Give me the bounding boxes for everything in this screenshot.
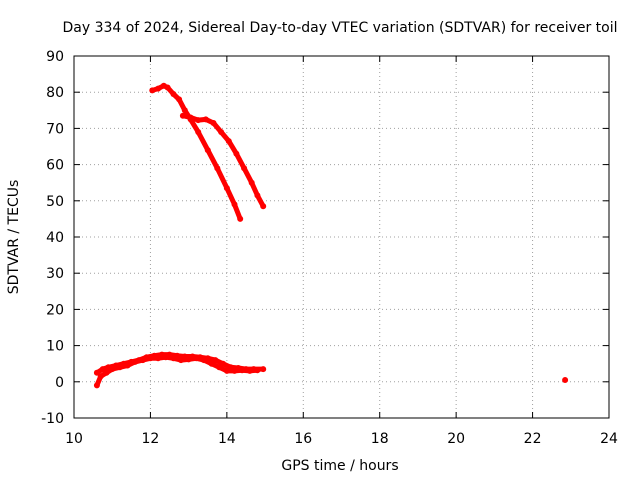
data-point — [214, 165, 221, 172]
data-point — [164, 84, 171, 91]
data-point — [223, 185, 230, 192]
data-point — [93, 369, 100, 376]
data-point — [239, 367, 246, 374]
x-tick-label: 14 — [218, 431, 236, 447]
data-point — [200, 357, 207, 364]
data-point — [195, 129, 202, 135]
y-tick-label: 0 — [55, 375, 64, 391]
data-point — [132, 358, 139, 365]
data-point — [248, 179, 255, 186]
data-point — [193, 355, 200, 362]
x-tick-label: 10 — [65, 431, 83, 447]
data-point — [103, 369, 110, 376]
data-point — [124, 362, 131, 369]
data-point — [231, 367, 238, 374]
y-tick-label: 60 — [46, 158, 64, 174]
data-point — [139, 357, 146, 364]
data-point — [210, 120, 217, 126]
data-point — [109, 366, 116, 373]
data-point — [246, 367, 253, 374]
data-point — [162, 354, 169, 361]
data-point — [260, 203, 267, 210]
data-point — [218, 129, 225, 135]
data-point — [93, 382, 100, 389]
y-tick-label: 20 — [46, 302, 64, 318]
data-point — [147, 355, 154, 362]
data-point — [155, 355, 162, 362]
data-point — [155, 85, 162, 92]
y-tick-label: 10 — [46, 339, 64, 355]
data-point — [237, 215, 244, 222]
data-point — [233, 150, 240, 157]
data-point — [170, 91, 177, 97]
data-point — [223, 367, 230, 374]
y-tick-label: 90 — [46, 49, 64, 65]
data-point — [241, 165, 248, 172]
y-tick-label: 70 — [46, 121, 64, 137]
data-point — [231, 201, 238, 208]
y-axis-label: SDTVAR / TECUs — [6, 180, 22, 295]
data-point — [97, 373, 104, 380]
x-tick-label: 22 — [524, 431, 542, 447]
data-point — [179, 112, 186, 119]
data-point — [204, 147, 211, 154]
x-tick-label: 24 — [600, 431, 618, 447]
data-point — [185, 356, 192, 363]
axes: 10 12 14 16 18 20 22 24 -10 0 10 20 30 40 50 60 70 80 90 — [41, 49, 618, 447]
chart-title: Day 334 of 2024, Sidereal Day-to-day VTE… — [62, 20, 617, 36]
x-tick-label: 12 — [142, 431, 160, 447]
data-point — [149, 87, 156, 94]
y-tick-label: 30 — [46, 266, 64, 282]
data-point — [187, 114, 194, 121]
data-point — [562, 377, 569, 383]
y-tick-label: 40 — [46, 230, 64, 246]
data-point — [254, 367, 261, 374]
data-point — [176, 96, 183, 103]
data-point — [260, 366, 267, 373]
data-point — [254, 192, 261, 199]
data-point — [181, 107, 188, 114]
plot-frame — [73, 55, 610, 419]
x-tick-label: 20 — [447, 431, 465, 447]
y-tick-label: -10 — [41, 411, 64, 427]
data-point — [170, 355, 177, 362]
y-tick-label: 80 — [46, 85, 64, 101]
grid — [74, 56, 609, 418]
data-series — [93, 82, 569, 389]
x-axis-label: GPS time / hours — [281, 458, 398, 474]
data-point — [202, 116, 209, 123]
data-point — [225, 138, 232, 145]
data-point — [208, 360, 215, 367]
x-tick-label: 16 — [294, 431, 312, 447]
data-point — [195, 117, 202, 124]
data-point — [220, 360, 226, 367]
data-point — [212, 357, 219, 364]
data-point — [116, 364, 123, 371]
x-tick-label: 18 — [371, 431, 389, 447]
data-point — [99, 366, 106, 373]
data-point — [178, 357, 184, 364]
data-point — [216, 364, 223, 371]
y-tick-label: 50 — [46, 194, 64, 210]
